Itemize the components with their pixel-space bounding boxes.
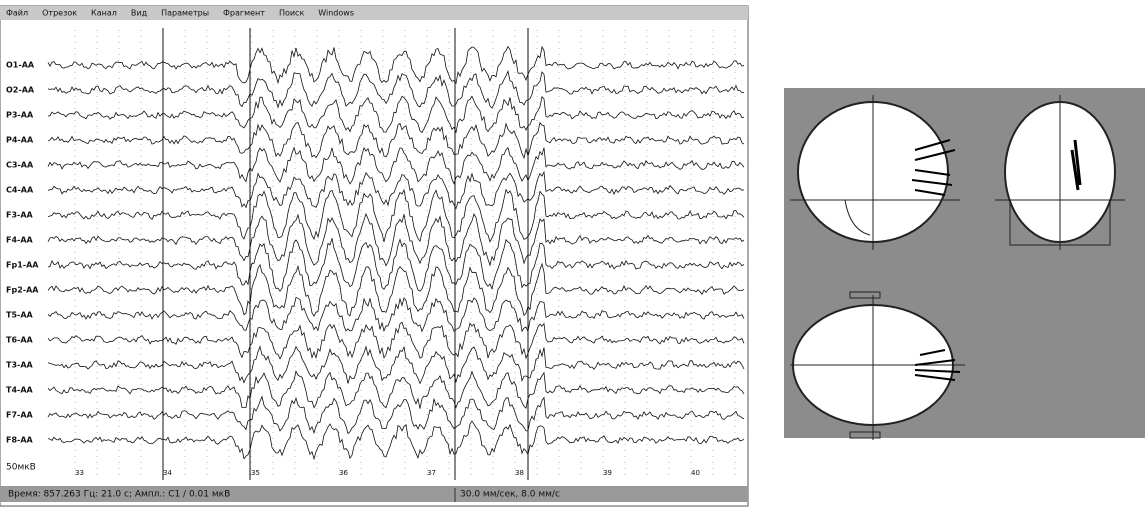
eeg-trace bbox=[47, 345, 745, 385]
channel-label: F8-AA bbox=[6, 436, 34, 445]
time-tick: 34 bbox=[163, 469, 172, 477]
menu-item[interactable]: Параметры bbox=[161, 9, 209, 18]
scale-label: 50мкВ bbox=[6, 463, 36, 473]
channel-label: F3-AA bbox=[6, 211, 34, 220]
channel-label: T6-AA bbox=[6, 336, 34, 345]
channel-label: T4-AA bbox=[6, 386, 34, 395]
eeg-trace bbox=[47, 370, 745, 409]
eeg-trace bbox=[47, 296, 745, 333]
time-tick: 38 bbox=[515, 469, 524, 477]
time-tick: 35 bbox=[251, 469, 260, 477]
time-tick: 39 bbox=[603, 469, 612, 477]
channel-label: F4-AA bbox=[6, 236, 34, 245]
eeg-trace bbox=[47, 146, 745, 185]
menu-item[interactable]: Вид bbox=[131, 9, 148, 18]
eeg-trace bbox=[47, 95, 745, 134]
status-left: Время: 857.263 Гц: 21.0 с; Ампл.: C1 / 0… bbox=[8, 490, 230, 500]
channel-label: O2-AA bbox=[6, 86, 35, 95]
menu-item[interactable]: Отрезок bbox=[42, 9, 77, 18]
eeg-trace bbox=[47, 69, 745, 109]
status-bar bbox=[0, 486, 748, 502]
menu-item[interactable]: Файл bbox=[6, 9, 28, 18]
eeg-trace bbox=[47, 321, 745, 360]
channel-label: T3-AA bbox=[6, 361, 34, 370]
channel-label: F7-AA bbox=[6, 411, 34, 420]
channel-label: C4-AA bbox=[6, 186, 34, 195]
menu-bar bbox=[0, 6, 748, 20]
channel-label: P4-AA bbox=[6, 136, 34, 145]
channel-label: Fp2-AA bbox=[6, 286, 39, 295]
eeg-trace bbox=[47, 170, 745, 210]
channel-label: Fp1-AA bbox=[6, 261, 39, 270]
eeg-trace bbox=[47, 121, 745, 160]
eeg-trace bbox=[47, 212, 745, 267]
menu-item[interactable]: Канал bbox=[91, 9, 117, 18]
channel-label: O1-AA bbox=[6, 61, 35, 70]
eeg-trace bbox=[47, 420, 745, 461]
menu-item[interactable]: Фрагмент bbox=[223, 9, 265, 18]
eeg-trace bbox=[47, 262, 745, 317]
status-right: 30.0 мм/сек, 8.0 мм/с bbox=[460, 490, 560, 500]
eeg-trace bbox=[47, 238, 745, 293]
menu-item[interactable]: Поиск bbox=[279, 9, 305, 18]
time-tick: 33 bbox=[75, 469, 84, 477]
channel-label: P3-AA bbox=[6, 111, 34, 120]
eeg-trace bbox=[47, 45, 745, 85]
channel-label: C3-AA bbox=[6, 161, 34, 170]
channel-label: T5-AA bbox=[6, 311, 34, 320]
time-tick: 40 bbox=[691, 469, 700, 477]
eeg-trace bbox=[47, 395, 745, 435]
time-tick: 36 bbox=[339, 469, 348, 477]
time-tick: 37 bbox=[427, 469, 436, 477]
menu-item[interactable]: Windows bbox=[318, 9, 354, 18]
head-details bbox=[790, 95, 1125, 440]
eeg-trace bbox=[47, 188, 745, 243]
